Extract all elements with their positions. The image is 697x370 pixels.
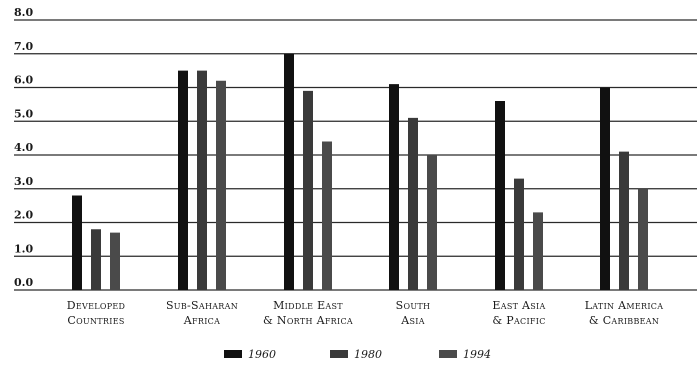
category-label: & Pacific bbox=[492, 314, 545, 327]
legend-swatch-1994 bbox=[439, 350, 457, 358]
y-tick-label: 3.0 bbox=[14, 175, 33, 188]
category-label: Asia bbox=[400, 314, 425, 327]
bar-1994-1 bbox=[216, 80, 226, 290]
bars bbox=[72, 53, 648, 290]
category-label: East Asia bbox=[492, 299, 545, 312]
category-label: Latin America bbox=[585, 299, 664, 312]
bar-1980-4 bbox=[514, 178, 524, 290]
legend-swatch-1980 bbox=[330, 350, 348, 358]
category-label: South bbox=[396, 299, 431, 312]
category-label: Developed bbox=[67, 299, 125, 312]
legend-swatch-1960 bbox=[224, 350, 242, 358]
y-tick-label: 0.0 bbox=[14, 276, 33, 289]
y-tick-label: 6.0 bbox=[14, 74, 33, 87]
y-tick-label: 2.0 bbox=[14, 209, 33, 222]
legend-label-1994: 1994 bbox=[463, 348, 491, 361]
y-axis-tick-labels: 0.0 1.0 2.0 3.0 4.0 5.0 6.0 7.0 8.0 bbox=[14, 6, 33, 289]
bar-1994-3 bbox=[427, 155, 437, 290]
bar-1980-1 bbox=[197, 70, 207, 290]
y-tick-label: 8.0 bbox=[14, 6, 33, 19]
bar-1994-4 bbox=[533, 212, 543, 290]
y-tick-label: 4.0 bbox=[14, 141, 33, 154]
bar-1980-5 bbox=[619, 151, 629, 290]
category-label: Middle East bbox=[273, 299, 343, 312]
category-labels: Developed Countries Sub-Saharan Africa Middl… bbox=[67, 299, 664, 327]
category-label: & North Africa bbox=[263, 314, 353, 327]
bar-1994-2 bbox=[322, 141, 332, 290]
bar-1960-5 bbox=[600, 87, 610, 290]
bar-1980-3 bbox=[408, 117, 418, 290]
category-label: & Caribbean bbox=[589, 314, 659, 327]
y-tick-label: 1.0 bbox=[14, 242, 33, 255]
category-label: Africa bbox=[183, 314, 220, 327]
gridlines bbox=[14, 19, 697, 291]
bar-1960-4 bbox=[495, 101, 505, 290]
category-label: Countries bbox=[67, 314, 124, 327]
legend: 1960 1980 1994 bbox=[224, 348, 491, 361]
bar-1980-0 bbox=[91, 229, 101, 290]
category-label: Sub-Saharan bbox=[166, 299, 238, 312]
y-tick-label: 7.0 bbox=[14, 40, 33, 53]
bar-1960-2 bbox=[284, 53, 294, 290]
legend-label-1980: 1980 bbox=[354, 348, 382, 361]
bar-1980-2 bbox=[303, 90, 313, 290]
bar-1960-1 bbox=[178, 70, 188, 290]
bar-1960-0 bbox=[72, 195, 82, 290]
bar-1994-5 bbox=[638, 188, 648, 290]
legend-label-1960: 1960 bbox=[248, 348, 276, 361]
bar-1960-3 bbox=[389, 84, 399, 290]
bar-1994-0 bbox=[110, 232, 120, 290]
y-tick-label: 5.0 bbox=[14, 107, 33, 120]
